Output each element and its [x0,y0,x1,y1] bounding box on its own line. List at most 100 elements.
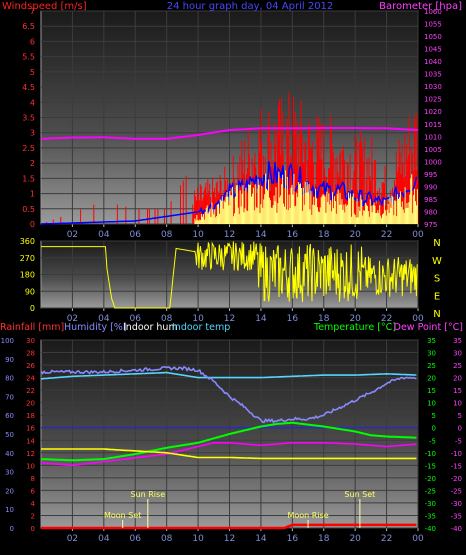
x-tick-label: 16 [287,230,299,240]
temperature-line [41,421,417,462]
windspeed-tick-label: 7 [30,7,35,16]
rain-tick-label: 24 [26,375,35,383]
temperature-tick-label: 0 [432,425,436,433]
humidity-tick-label: 30 [5,469,14,477]
x-tick-label: 12 [224,230,235,240]
x-tick-label: 10 [192,534,204,544]
rain-tick-label: 22 [26,387,35,395]
temperature-tick-label: 25 [427,362,436,370]
dew-point-tick-label: -25 [451,487,462,495]
rain-tick-label: 20 [26,400,35,408]
windspeed-axis-title: Windspeed [m/s] [2,1,87,12]
wind-average-line [40,161,418,225]
dew-point-line [40,441,417,467]
x-tick-label: 22 [381,230,392,240]
legend-label: Indoor hum [123,322,178,333]
x-tick-label: 06 [130,230,142,240]
dew-point-tick-label: -40 [451,525,462,533]
temperature-tick-label: 10 [427,400,436,408]
humidity-tick-label: 0 [10,525,14,533]
x-tick-label: 20 [349,314,361,324]
annotation-label: Sun Set [344,490,375,499]
rain-tick-label: 28 [26,350,35,358]
legend-label: Indoor temp [172,322,230,333]
humidity-tick-label: 20 [5,487,14,495]
x-tick-label: 14 [255,314,267,324]
x-tick-label: 00 [412,314,424,324]
humidity-line [40,365,417,424]
compass-label: E [434,291,440,302]
windspeed-tick-label: 4 [30,98,35,107]
dew-point-tick-label: -5 [455,437,462,445]
direction-tick-label: 180 [20,271,35,280]
annotation-label: Moon Set [104,511,141,520]
x-tick-label: 12 [224,534,235,544]
annotation-label: Moon Rise [287,511,328,520]
humidity-tick-label: 50 [5,431,14,439]
rain-tick-label: 26 [26,362,35,370]
barometer-tick-label: 1010 [424,133,442,141]
dew-point-tick-label: 20 [453,375,462,383]
temperature-tick-label: -15 [425,462,436,470]
barometer-tick-label: 1035 [424,71,442,79]
dew-point-tick-label: -20 [451,475,462,483]
rain-tick-label: 4 [31,500,36,508]
temperature-tick-label: -25 [425,487,436,495]
x-tick-label: 20 [349,230,361,240]
temperature-tick-label: 5 [432,412,436,420]
legend-label: Humidity [%] [64,322,127,333]
windspeed-tick-label: 3.5 [22,114,35,123]
annotation-label: Sun Rise [130,490,165,499]
rain-tick-label: 8 [31,475,35,483]
dew-point-tick-label: -10 [451,450,462,458]
temperature-tick-label: -5 [429,437,436,445]
x-tick-label: 08 [161,534,173,544]
windspeed-tick-label: 6 [30,37,35,46]
temperature-tick-label: -40 [425,525,436,533]
barometer-axis-title: Barometer [hpa] [379,1,462,12]
humidity-tick-label: 10 [5,506,14,514]
indoor-temp-line [40,371,417,380]
x-tick-label: 02 [67,314,78,324]
x-tick-label: 20 [349,534,361,544]
windspeed-tick-label: 6.5 [22,22,35,31]
x-tick-label: 16 [287,534,299,544]
rain-tick-label: 16 [26,425,35,433]
compass-label: N [433,238,440,249]
rain-tick-label: 10 [26,462,35,470]
dew-point-tick-label: 0 [458,425,462,433]
compass-label: S [434,274,440,285]
dew-point-tick-label: 25 [453,362,462,370]
windspeed-tick-label: 3 [30,129,35,138]
temperature-tick-label: 15 [427,387,436,395]
barometer-tick-label: 1020 [424,108,442,116]
x-tick-label: 18 [318,230,330,240]
barometer-tick-label: 995 [424,171,437,179]
windspeed-tick-label: 2.5 [22,144,35,153]
temperature-tick-label: -20 [425,475,436,483]
barometer-tick-label: 1000 [424,158,442,166]
legend-label: Temperature [°C] [313,322,396,333]
direction-tick-label: 90 [25,287,35,296]
x-tick-label: 06 [130,314,142,324]
temperature-tick-label: -35 [425,512,436,520]
barometer-tick-label: 1005 [424,146,442,154]
rain-tick-label: 0 [31,525,35,533]
rain-tick-label: 18 [26,412,35,420]
dew-point-tick-label: 5 [458,412,462,420]
dew-point-tick-label: -15 [451,462,462,470]
x-tick-label: 08 [161,314,173,324]
x-tick-label: 10 [192,230,204,240]
compass-label: N [433,309,440,320]
barometer-tick-label: 1015 [424,121,442,129]
windspeed-tick-label: 1.5 [22,174,35,183]
barometer-tick-label: 1055 [424,21,442,29]
humidity-tick-label: 80 [5,375,14,383]
rain-tick-label: 6 [31,487,36,495]
barometer-tick-label: 975 [424,221,437,229]
dew-point-tick-label: -30 [451,500,462,508]
x-tick-label: 12 [224,314,235,324]
x-tick-label: 02 [67,230,78,240]
dew-point-tick-label: 30 [453,350,462,358]
